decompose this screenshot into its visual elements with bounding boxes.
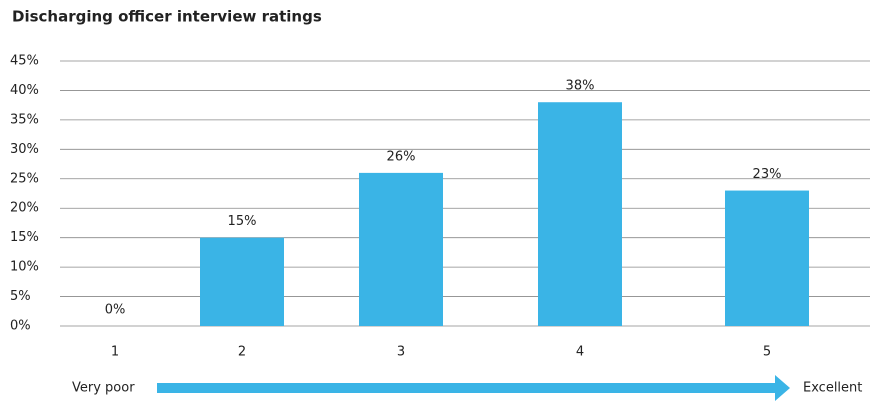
x-tick-label: 4 (576, 345, 584, 360)
y-tick-label: 45% (10, 54, 39, 69)
x-tick-label: 2 (238, 345, 246, 360)
value-label: 38% (566, 79, 595, 94)
x-tick-label: 5 (763, 345, 771, 360)
y-tick-label: 15% (10, 230, 39, 245)
annotation: Very poor (72, 381, 135, 396)
x-tick-label: 1 (111, 345, 119, 360)
y-tick-label: 5% (10, 289, 31, 304)
bar (200, 237, 284, 326)
y-tick-label: 0% (10, 319, 31, 334)
value-label: 0% (105, 303, 126, 318)
annotation: Excellent (803, 381, 862, 396)
x-tick-label: 3 (397, 345, 405, 360)
y-tick-label: 25% (10, 171, 39, 186)
chart-title: Discharging officer interview ratings (12, 8, 322, 26)
value-label: 23% (753, 167, 782, 182)
y-tick-label: 30% (10, 142, 39, 157)
bar (538, 102, 622, 326)
y-tick-label: 35% (10, 112, 39, 127)
bar (359, 172, 443, 326)
y-tick-label: 10% (10, 260, 39, 275)
bar (725, 190, 809, 326)
scale-arrow (157, 375, 790, 401)
value-label: 26% (387, 149, 416, 164)
value-label: 15% (228, 214, 257, 229)
y-tick-label: 40% (10, 83, 39, 98)
y-tick-label: 20% (10, 201, 39, 216)
